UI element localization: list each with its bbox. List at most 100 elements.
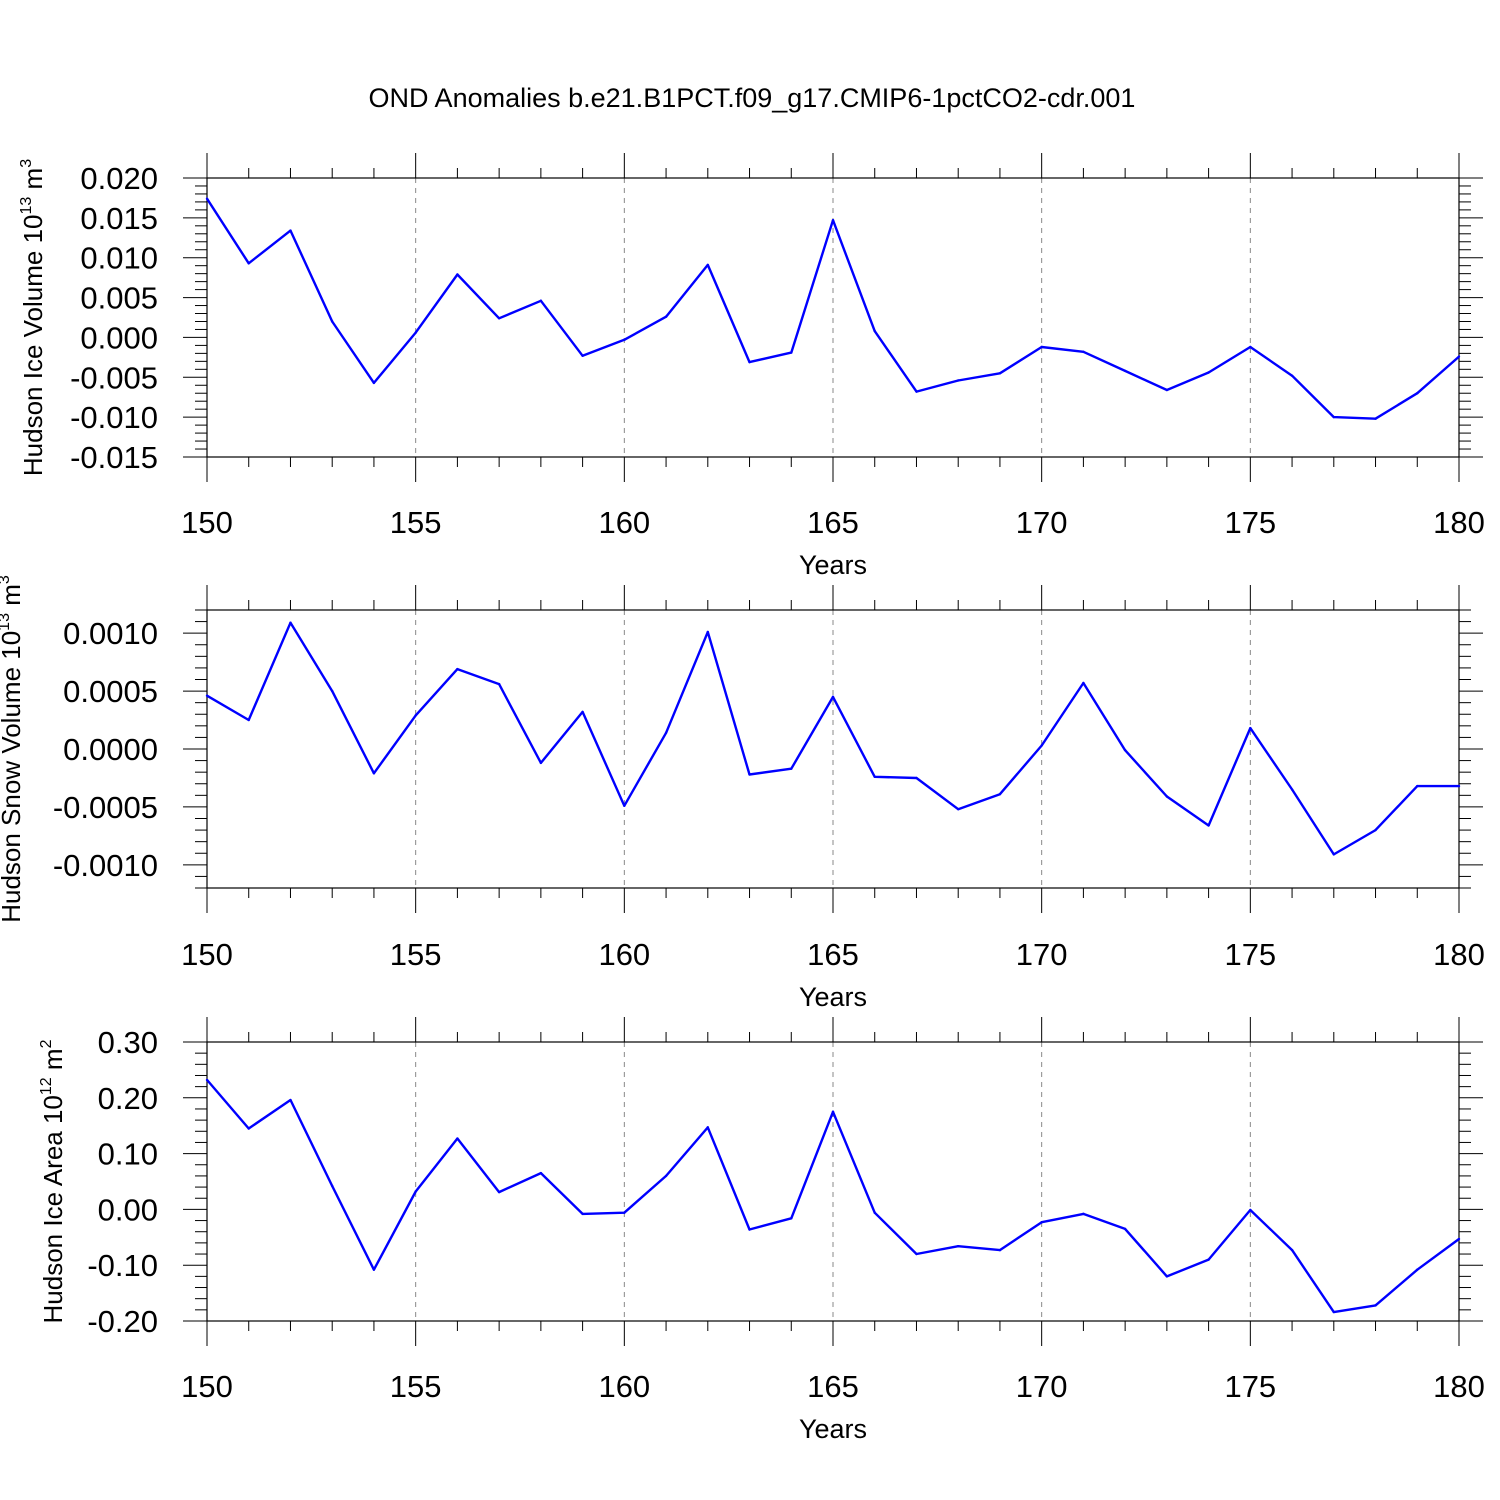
data-point	[1082, 1212, 1085, 1216]
y-tick-label: 0.10	[98, 1137, 158, 1172]
y-axis-label: Hudson Ice Volume 1013 m3	[18, 159, 48, 476]
y-axis-label-unit: m	[18, 168, 48, 197]
data-point	[372, 772, 376, 775]
data-point	[1374, 828, 1377, 832]
y-tick-label: -0.0010	[53, 848, 158, 883]
data-point	[205, 694, 209, 697]
data-point	[1040, 744, 1043, 747]
data-point	[790, 351, 793, 354]
y-tick-label: -0.015	[70, 440, 158, 475]
y-tick-label: 0.005	[80, 281, 158, 316]
data-point	[915, 776, 918, 780]
data-point	[414, 1190, 417, 1193]
x-tick-label: 155	[390, 937, 442, 972]
y-tick-label: -0.0005	[53, 790, 158, 825]
data-point	[1207, 824, 1210, 827]
data-point	[1040, 1221, 1043, 1224]
x-tick-label: 160	[598, 937, 650, 972]
data-point	[623, 338, 626, 342]
series-line	[206, 621, 1459, 856]
y-tick-label: 0.30	[98, 1025, 158, 1060]
x-tick-label: 150	[181, 937, 233, 972]
y-axis-label-exponent: 3	[18, 159, 35, 168]
data-point	[748, 1228, 751, 1231]
data-point	[1249, 345, 1252, 349]
data-point	[873, 329, 876, 333]
data-point	[1249, 1208, 1252, 1212]
y-tick-label: -0.20	[87, 1304, 158, 1339]
data-point	[1082, 350, 1085, 353]
data-point	[456, 667, 459, 671]
data-point	[1123, 748, 1127, 752]
x-tick-label: 165	[807, 505, 859, 540]
data-point	[831, 1110, 835, 1113]
y-axis-label-unit: m	[0, 584, 26, 613]
data-point	[664, 731, 668, 734]
data-point	[1165, 1275, 1169, 1278]
data-point	[706, 630, 709, 634]
y-tick-label: 0.0000	[63, 732, 158, 767]
data-point	[1332, 415, 1336, 419]
data-point	[497, 682, 501, 686]
data-point	[289, 621, 292, 624]
x-tick-label: 160	[598, 505, 650, 540]
data-point	[247, 1127, 250, 1130]
x-tick-label: 170	[1016, 505, 1068, 540]
data-point	[414, 714, 417, 717]
data-point	[539, 761, 543, 765]
data-point	[456, 273, 459, 276]
y-tick-label: 0.015	[80, 201, 158, 236]
x-tick-label: 180	[1433, 937, 1485, 972]
data-point	[539, 299, 543, 302]
x-tick-label: 150	[181, 505, 233, 540]
x-tick-label: 175	[1224, 937, 1276, 972]
x-tick-label: 180	[1433, 505, 1485, 540]
data-point	[831, 219, 835, 222]
data-point	[623, 1211, 626, 1214]
data-point	[1332, 1310, 1336, 1314]
data-point	[915, 1252, 918, 1256]
data-point	[1290, 1248, 1294, 1252]
data-point	[289, 229, 292, 232]
data-point	[873, 775, 876, 778]
data-point	[289, 1098, 292, 1102]
data-point	[957, 1245, 960, 1248]
data-point	[790, 1217, 793, 1220]
data-point	[706, 263, 709, 267]
data-point	[331, 1184, 334, 1188]
data-point	[831, 695, 835, 699]
data-point	[247, 718, 250, 722]
data-point	[1416, 1268, 1419, 1271]
y-tick-label: 0.00	[98, 1192, 158, 1227]
panel-ice-volume: 150 155 160 165 170 175 180 Years -0.015 -0.010 -0…	[18, 153, 1485, 580]
x-tick-label: 175	[1224, 505, 1276, 540]
data-point	[1249, 726, 1252, 730]
y-axis-label-exponent: 13	[18, 197, 35, 215]
data-point	[623, 804, 626, 807]
data-point	[497, 1190, 501, 1194]
data-point	[1123, 369, 1127, 373]
data-point	[1207, 371, 1210, 374]
data-point	[1457, 355, 1461, 358]
data-point	[1416, 784, 1419, 788]
figure-title: OND Anomalies b.e21.B1PCT.f09_g17.CMIP6-…	[369, 83, 1136, 113]
data-point	[1290, 788, 1294, 791]
data-point	[1082, 681, 1085, 685]
data-point	[664, 315, 668, 318]
x-tick-label: 180	[1433, 1369, 1485, 1404]
y-tick-label: 0.20	[98, 1081, 158, 1116]
y-axis-label-text: Hudson Ice Area 10	[38, 1095, 68, 1323]
data-point	[790, 767, 793, 770]
data-point	[706, 1126, 709, 1129]
data-point	[1332, 853, 1336, 856]
x-tick-label: 160	[598, 1369, 650, 1404]
y-tick-label: -0.010	[70, 400, 158, 435]
data-point	[497, 317, 501, 320]
y-tick-label: 0.010	[80, 241, 158, 276]
y-axis-label: Hudson Ice Area 1012 m2	[38, 1039, 68, 1323]
x-tick-label: 155	[390, 1369, 442, 1404]
y-tick-label: -0.005	[70, 360, 158, 395]
data-point	[1040, 345, 1043, 349]
x-tick-label: 165	[807, 937, 859, 972]
